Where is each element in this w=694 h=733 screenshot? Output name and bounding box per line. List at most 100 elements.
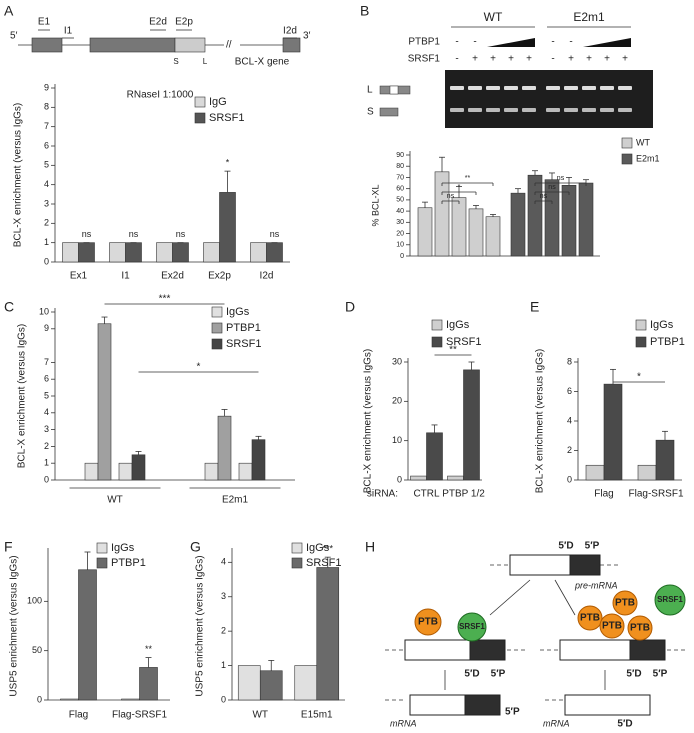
y-tick-label: 2 xyxy=(221,626,226,636)
protein-ptb xyxy=(612,590,638,616)
exon-box-dark xyxy=(569,554,601,576)
legend-swatch xyxy=(211,306,223,318)
y-tick-label: 6 xyxy=(44,140,49,150)
site-label: 5′D xyxy=(558,541,573,552)
bar xyxy=(561,185,577,257)
y-tick-label: 60 xyxy=(396,186,404,193)
bar xyxy=(62,242,79,263)
gel-band xyxy=(522,86,536,90)
bar xyxy=(251,439,266,481)
gel-band xyxy=(468,108,482,112)
y-axis-label: BCL-X enrichment (versus IgGs) xyxy=(535,349,546,494)
lane-mark: - xyxy=(473,37,476,48)
significance: *** xyxy=(159,294,171,305)
gene-label: BCL-X gene xyxy=(235,57,290,68)
bar xyxy=(109,242,126,263)
y-tick-label: 9 xyxy=(44,82,49,92)
gel-band xyxy=(582,86,596,90)
bar xyxy=(78,242,95,263)
x-tick-label: Ex2d xyxy=(161,271,184,282)
y-axis-label: USP5 enrichment (versus IgGs) xyxy=(195,555,206,696)
bar xyxy=(84,462,99,481)
legend-swatch xyxy=(194,96,206,108)
exon xyxy=(282,37,301,53)
protein-ptb xyxy=(599,613,625,639)
y-tick-label: 10 xyxy=(39,306,49,316)
gel-band xyxy=(564,86,578,90)
significance: ** xyxy=(449,345,457,356)
protein-srsf1 xyxy=(457,612,487,642)
legend-label: IgGs xyxy=(650,319,674,331)
legend-label: SRSF1 xyxy=(306,557,341,569)
y-tick-label: 10 xyxy=(396,242,404,249)
significance: ns xyxy=(540,193,548,200)
y-tick-label: 3 xyxy=(44,198,49,208)
break-mark: // xyxy=(226,40,232,51)
bar xyxy=(316,567,340,701)
legend-swatch xyxy=(635,319,647,331)
band-label: S xyxy=(367,107,374,118)
y-tick-label: 7 xyxy=(44,357,49,367)
y-axis-label: BCL-X enrichment (versus IgGs) xyxy=(13,103,24,248)
panel-letter: D xyxy=(345,299,355,315)
bar xyxy=(121,698,140,701)
y-tick-label: 80 xyxy=(396,163,404,170)
legend-label: PTBP1 xyxy=(650,336,685,348)
site-label: 5′D xyxy=(464,669,479,680)
exon-box xyxy=(509,554,571,576)
x-tick-label: CTRL xyxy=(413,489,440,500)
bar xyxy=(259,670,283,701)
region-label: E1 xyxy=(38,17,51,28)
site-label: 5′P xyxy=(491,669,506,680)
legend-label: IgGs xyxy=(226,306,250,318)
y-tick-label: 3 xyxy=(221,591,226,601)
y-tick-label: 1 xyxy=(44,458,49,468)
gel-band xyxy=(450,86,464,90)
gel-band xyxy=(618,108,632,112)
protein-label: PTB xyxy=(630,623,650,634)
bar xyxy=(637,464,657,481)
ptbp1-wedge xyxy=(583,38,631,47)
three-prime: 3′ xyxy=(303,31,311,42)
y-tick-label: 30 xyxy=(396,219,404,226)
exon xyxy=(89,37,176,53)
caption: mRNA xyxy=(390,718,417,728)
y-tick-label: 1 xyxy=(44,237,49,247)
y-tick-label: 2 xyxy=(44,441,49,451)
band-icon xyxy=(379,107,399,117)
y-tick-label: 0 xyxy=(37,694,42,704)
y-tick-label: 4 xyxy=(221,557,226,567)
caption: mRNA xyxy=(543,718,570,728)
legend-label: SRSF1 xyxy=(446,336,481,348)
y-tick-label: 0 xyxy=(44,474,49,484)
y-tick-label: 5 xyxy=(44,160,49,170)
arrow xyxy=(489,579,531,616)
panel-letter: F xyxy=(4,539,13,555)
lane-mark: + xyxy=(526,54,532,65)
lane-mark: + xyxy=(622,54,628,65)
y-tick-label: 7 xyxy=(44,121,49,131)
bar xyxy=(156,242,173,263)
bar xyxy=(410,475,427,481)
protein-label: PTB xyxy=(418,617,438,628)
y-tick-label: 100 xyxy=(27,596,42,606)
x-tick-label: E2m1 xyxy=(222,495,249,506)
x-tick-label: E15m1 xyxy=(301,710,333,721)
y-tick-label: 90 xyxy=(396,152,404,159)
lane-mark: - xyxy=(455,54,458,65)
gel-band xyxy=(468,86,482,90)
protein-label: PTB xyxy=(602,621,622,632)
significance: * xyxy=(458,184,461,191)
bar xyxy=(78,569,97,701)
gel-band xyxy=(600,86,614,90)
lane-mark: + xyxy=(568,54,574,65)
significance: ns xyxy=(270,229,280,239)
bar xyxy=(603,383,623,481)
y-tick-label: 50 xyxy=(32,645,42,655)
legend-label: IgG xyxy=(209,96,227,108)
bar xyxy=(203,242,220,263)
site-label: 5′D xyxy=(617,719,632,730)
legend-label: SRSF1 xyxy=(209,112,244,124)
bar xyxy=(426,432,443,481)
